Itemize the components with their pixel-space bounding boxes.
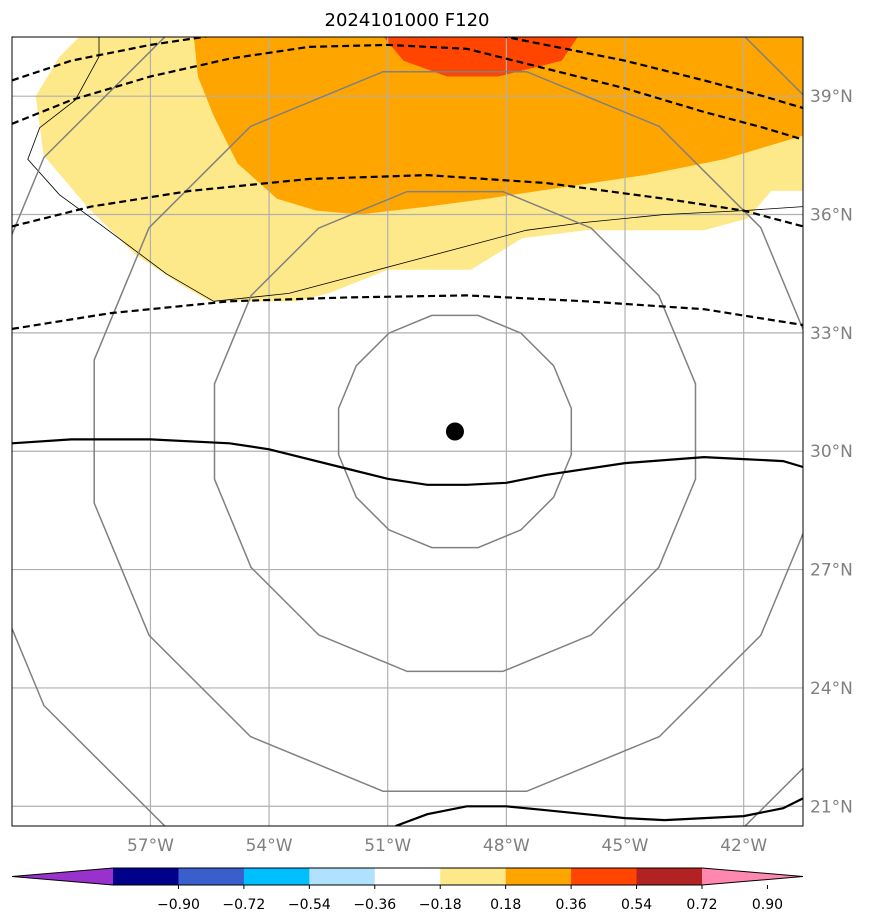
- storm-center-marker: [445, 422, 464, 441]
- colorbar-extend-high: [702, 868, 803, 885]
- longitude-tick-label: 51°W: [364, 836, 411, 856]
- coastlines: [27, 37, 803, 302]
- gray-contour: [93, 70, 803, 793]
- latitude-tick-label: 27°N: [810, 561, 853, 581]
- colorbar-extend-low: [12, 868, 113, 885]
- gray-contour: [337, 314, 573, 549]
- dashed-contour: [12, 173, 803, 228]
- longitude-labels: 57°W 54°W 51°W 48°W 45°W 42°W: [127, 836, 767, 856]
- longitude-tick-label: 48°W: [483, 836, 530, 856]
- map-frame: [11, 36, 804, 827]
- colorbar-tick-label: 0.36: [556, 897, 587, 913]
- longitude-tick-label: 57°W: [127, 836, 174, 856]
- filled-region-0.36-0.54: [193, 37, 803, 215]
- colorbar-tick-label: 0.54: [621, 897, 652, 913]
- coastline: [27, 37, 214, 302]
- longitude-tick-label: 45°W: [602, 836, 649, 856]
- colorbar-tick-label: −0.36: [353, 897, 396, 913]
- colorbar-segment: [636, 868, 703, 885]
- gray-contour: [213, 190, 697, 673]
- latitude-tick-label: 30°N: [810, 442, 853, 462]
- longitude-tick-label: 42°W: [720, 836, 767, 856]
- gridlines: [12, 37, 803, 826]
- colorbar-outline: [11, 867, 804, 886]
- colorbar-tick-label: −0.72: [222, 897, 265, 913]
- dashed-contours: [12, 37, 803, 330]
- colorbar-segment: [505, 868, 572, 885]
- dashed-contour: [12, 43, 803, 141]
- latitude-tick-label: 39°N: [810, 87, 853, 107]
- colorbar: −0.90 −0.72 −0.54 −0.36 −0.18 0.18 0.36 0.54 0.7…: [11, 867, 804, 913]
- coastline: [213, 206, 803, 302]
- chart-title: 2024101000 F120: [325, 10, 490, 31]
- colorbar-segment: [440, 868, 507, 885]
- dashed-contour: [12, 294, 803, 330]
- colorbar-segment: [178, 868, 245, 885]
- colorbar-tick-label: 0.90: [752, 897, 783, 913]
- solid-contour: [395, 797, 803, 826]
- colorbar-tick-label: −0.90: [157, 897, 200, 913]
- colorbar-segment: [374, 868, 441, 885]
- latitude-tick-label: 36°N: [810, 206, 853, 226]
- latitude-tick-label: 21°N: [810, 797, 853, 817]
- storm-center: [445, 422, 464, 441]
- solid-contours: [12, 438, 803, 826]
- latitude-tick-label: 33°N: [810, 324, 853, 344]
- colorbar-tick-label: 0.18: [490, 897, 521, 913]
- colorbar-segment: [243, 868, 310, 885]
- colorbar-tick-label: −0.18: [419, 897, 462, 913]
- longitude-tick-label: 54°W: [246, 836, 293, 856]
- colorbar-segment: [309, 868, 376, 885]
- colorbar-segment: [571, 868, 638, 885]
- solid-contour: [12, 438, 803, 486]
- latitude-labels: 39°N 36°N 33°N 30°N 27°N 24°N 21°N: [810, 87, 853, 817]
- colorbar-tick-label: 0.72: [686, 897, 717, 913]
- colorbar-segment: [113, 868, 179, 885]
- filled-contours: [35, 37, 803, 302]
- latitude-tick-label: 24°N: [810, 679, 853, 699]
- colorbar-tick-label: −0.54: [288, 897, 331, 913]
